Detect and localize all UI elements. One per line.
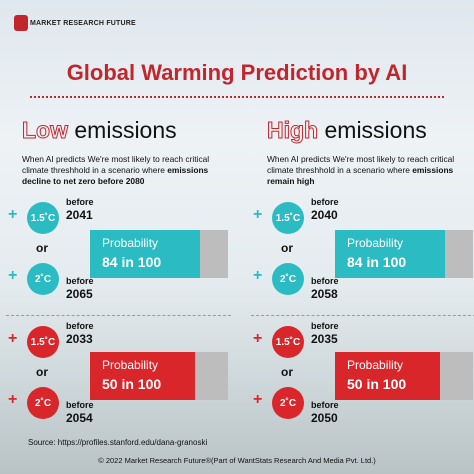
description-text: When AI predicts We're most likely to re… (22, 154, 210, 175)
year: 2058 (311, 287, 338, 301)
probability-box: Probability 50 in 100 (90, 352, 195, 400)
year: 2050 (311, 411, 338, 425)
temperature-badge: 2˚C (27, 263, 59, 295)
or-label: or (36, 365, 48, 379)
plus-sign: + (253, 330, 263, 347)
logo: MARKET RESEARCH FUTURE (30, 20, 136, 27)
footer: © 2022 Market Research Future®(Part of W… (98, 456, 376, 465)
before-label: before (311, 321, 339, 331)
heading: Low emissions (22, 117, 177, 144)
before-label: before (66, 400, 94, 410)
probability-box: Probability 84 in 100 (335, 230, 445, 278)
title: Global Warming Prediction by AI (66, 60, 408, 85)
plus-sign: + (253, 391, 263, 408)
probability-box: Probability 50 in 100 (335, 352, 440, 400)
year: 2065 (66, 287, 93, 301)
or-label: or (281, 241, 293, 255)
plus-sign: + (8, 391, 18, 408)
temperature-badge: 1.5˚C (272, 326, 304, 358)
probability-label: Probability (347, 358, 404, 372)
probability-value: 50 in 100 (102, 376, 162, 392)
probability-box: Probability 84 in 100 (90, 230, 200, 278)
temperature-badge: 2˚C (272, 263, 304, 295)
heading-text: emissions (324, 117, 427, 143)
heading-emphasis: Low (22, 117, 69, 144)
description-bold: emissions decline to net zero before 208… (22, 165, 209, 186)
year: 2041 (66, 208, 93, 222)
source: Source: https://profiles.stanford.edu/da… (28, 438, 208, 447)
temperature-badge: 2˚C (272, 387, 304, 419)
description: When AI predicts We're most likely to re… (22, 154, 232, 187)
temperature-badge: 1.5˚C (27, 326, 59, 358)
probability-label: Probability (102, 236, 159, 250)
section-divider (6, 315, 231, 316)
description-bold: emissions remain high (267, 165, 454, 186)
before-label: before (311, 276, 339, 286)
probability-value: 84 in 100 (102, 254, 162, 270)
before-label: before (311, 400, 339, 410)
probability-label: Probability (102, 358, 159, 372)
probability-value: 84 in 100 (347, 254, 407, 270)
or-label: or (36, 241, 48, 255)
year: 2054 (66, 411, 93, 425)
before-label: before (66, 197, 94, 207)
year: 2035 (311, 332, 338, 346)
plus-sign: + (8, 206, 18, 223)
temperature-badge: 1.5˚C (272, 202, 304, 234)
before-label: before (311, 197, 339, 207)
plus-sign: + (253, 206, 263, 223)
heading-emphasis: High (266, 117, 319, 144)
plus-sign: + (8, 267, 18, 284)
before-label: before (66, 276, 94, 286)
description-text: When AI predicts We're most likely to re… (267, 154, 455, 175)
description: When AI predicts We're most likely to re… (267, 154, 474, 187)
year: 2033 (66, 332, 93, 346)
or-label: or (281, 365, 293, 379)
temperature-badge: 1.5˚C (27, 202, 59, 234)
heading: High emissions (266, 117, 427, 144)
section-divider (251, 315, 474, 316)
title-rule (30, 96, 444, 98)
plus-sign: + (8, 330, 18, 347)
logo-icon (14, 15, 28, 31)
year: 2040 (311, 208, 338, 222)
temperature-badge: 2˚C (27, 387, 59, 419)
before-label: before (66, 321, 94, 331)
plus-sign: + (253, 267, 263, 284)
probability-value: 50 in 100 (347, 376, 407, 392)
heading-text: emissions (74, 117, 177, 143)
probability-label: Probability (347, 236, 404, 250)
